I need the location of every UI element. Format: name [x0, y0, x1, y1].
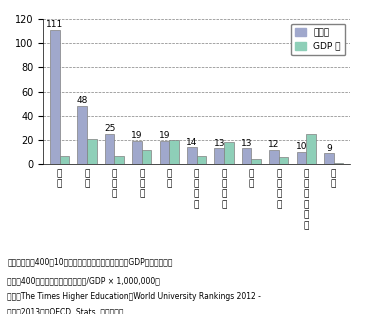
- Bar: [297, 152, 306, 164]
- Text: 資料：The Times Higher Education「World University Rankings 2012 -: 資料：The Times Higher Education「World Univ…: [7, 292, 261, 301]
- Bar: [77, 106, 87, 164]
- Text: 10: 10: [296, 142, 307, 151]
- Bar: [169, 140, 179, 164]
- Bar: [306, 134, 316, 164]
- Bar: [105, 134, 115, 164]
- Bar: [59, 156, 69, 164]
- Text: 2013」、OECD. Stats. から作成。: 2013」、OECD. Stats. から作成。: [7, 308, 124, 314]
- Text: 備考：トップ400に10枚以上ランクインした国のみ。GDP比は、トップ: 備考：トップ400に10枚以上ランクインした国のみ。GDP比は、トップ: [7, 257, 173, 267]
- Bar: [214, 148, 224, 164]
- Bar: [242, 148, 251, 164]
- Bar: [115, 156, 124, 164]
- Bar: [269, 149, 279, 164]
- Legend: 大学数, GDP 比: 大学数, GDP 比: [291, 24, 346, 55]
- Bar: [224, 142, 234, 164]
- Text: 111: 111: [46, 20, 64, 29]
- Bar: [50, 30, 59, 164]
- Bar: [324, 153, 334, 164]
- Bar: [142, 149, 151, 164]
- Text: 13: 13: [241, 139, 252, 148]
- Bar: [279, 157, 288, 164]
- Bar: [197, 156, 206, 164]
- Bar: [334, 163, 343, 164]
- Bar: [251, 159, 261, 164]
- Text: 13: 13: [214, 139, 225, 148]
- Text: 400にランクインした大学数/GDP × 1,000,000。: 400にランクインした大学数/GDP × 1,000,000。: [7, 276, 160, 285]
- Text: 19: 19: [131, 132, 143, 140]
- Text: 9: 9: [326, 143, 332, 153]
- Text: 19: 19: [159, 132, 170, 140]
- Bar: [132, 141, 142, 164]
- Bar: [160, 141, 169, 164]
- Text: 12: 12: [268, 140, 280, 149]
- Text: 25: 25: [104, 124, 115, 133]
- Bar: [187, 147, 197, 164]
- Text: 14: 14: [186, 138, 197, 147]
- Bar: [87, 139, 97, 164]
- Text: 48: 48: [77, 96, 88, 106]
